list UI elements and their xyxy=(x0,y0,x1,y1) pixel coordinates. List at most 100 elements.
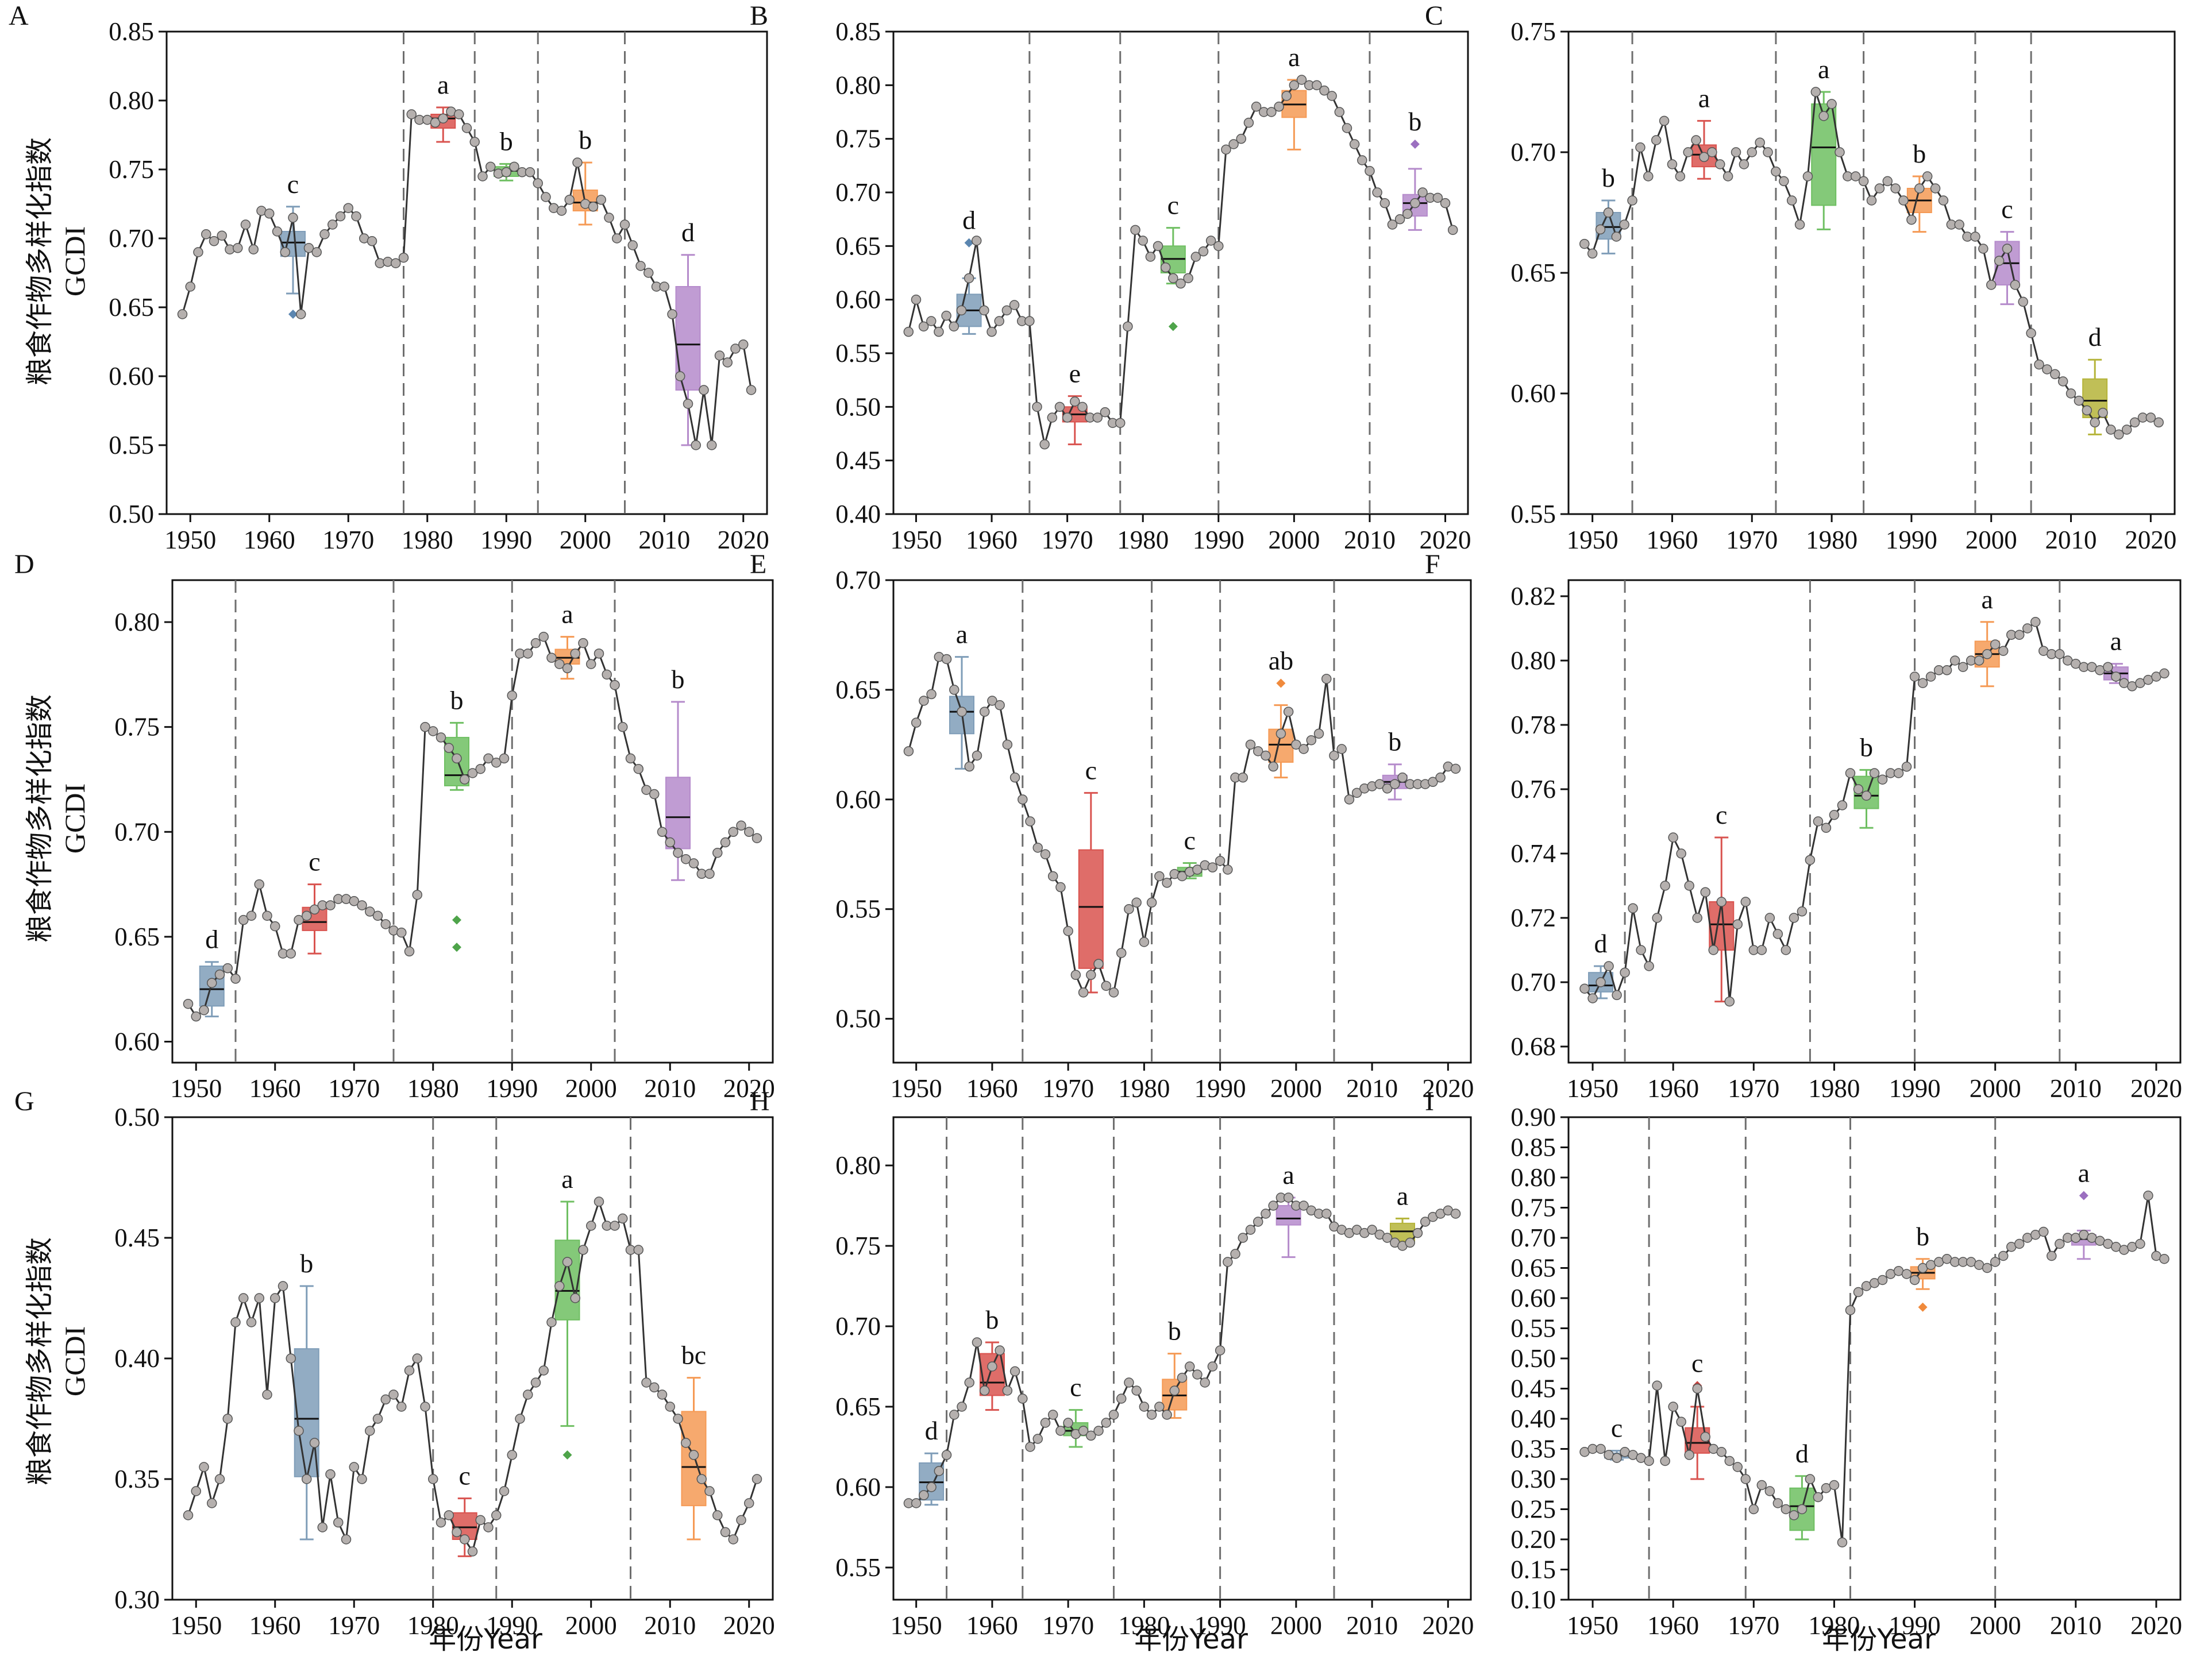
y-tick-label: 0.65 xyxy=(835,675,881,704)
significance-letter: d xyxy=(1795,1439,1809,1468)
data-point xyxy=(454,109,464,119)
data-point xyxy=(1291,739,1301,750)
y-tick-label: 0.70 xyxy=(835,178,881,207)
data-point xyxy=(1998,646,2009,656)
data-point xyxy=(294,914,304,925)
y-tick-label: 0.78 xyxy=(1510,711,1556,739)
panel-label: A xyxy=(9,1,29,31)
y-tick-label: 0.60 xyxy=(835,785,881,814)
data-point xyxy=(588,202,599,212)
data-point xyxy=(309,1438,320,1448)
data-point xyxy=(1764,913,1775,923)
data-point xyxy=(509,161,519,172)
data-point xyxy=(1131,897,1142,908)
data-point xyxy=(1699,152,1709,163)
data-point xyxy=(1925,671,1936,682)
data-point xyxy=(1861,790,1872,801)
data-point xyxy=(541,192,551,202)
significance-letter: d xyxy=(2088,322,2102,352)
x-tick-label: 1990 xyxy=(1193,526,1244,554)
data-point xyxy=(1447,225,1458,236)
data-point xyxy=(460,1534,470,1545)
data-point xyxy=(199,1005,209,1016)
data-point xyxy=(246,910,257,921)
data-point xyxy=(1319,85,1329,96)
significance-letter: c xyxy=(309,847,320,877)
x-tick-label: 2000 xyxy=(565,1611,617,1640)
data-point xyxy=(1410,198,1420,209)
data-point xyxy=(1802,171,1813,182)
x-tick-label: 1950 xyxy=(1567,1074,1618,1103)
data-point xyxy=(1168,273,1178,284)
data-point xyxy=(619,219,630,230)
y-tick-label: 0.75 xyxy=(109,155,154,184)
data-point xyxy=(1771,166,1781,177)
data-point xyxy=(1002,1385,1013,1396)
data-point xyxy=(1245,739,1256,750)
data-point xyxy=(1772,929,1783,939)
data-point xyxy=(657,1389,668,1400)
data-point xyxy=(1850,171,1861,182)
data-point xyxy=(1740,897,1751,907)
series-markers xyxy=(903,651,1461,998)
data-point xyxy=(523,1389,533,1400)
data-point xyxy=(1321,674,1332,684)
data-point xyxy=(1063,1418,1073,1428)
data-point xyxy=(1692,1383,1702,1394)
data-point xyxy=(319,229,330,240)
data-point xyxy=(1162,1410,1172,1420)
data-point xyxy=(1684,881,1694,891)
data-point xyxy=(1177,871,1188,882)
data-point xyxy=(507,690,517,701)
data-point xyxy=(317,1522,327,1532)
x-tick-label: 2010 xyxy=(638,526,690,554)
data-point xyxy=(1207,1361,1218,1372)
data-point xyxy=(525,167,535,177)
data-point xyxy=(523,648,533,659)
data-point xyxy=(475,1515,485,1526)
data-point xyxy=(667,309,677,319)
data-point xyxy=(986,326,997,337)
boxplot-purple: b xyxy=(665,665,691,881)
data-point xyxy=(1018,1393,1028,1404)
data-point xyxy=(1405,1237,1415,1248)
data-point xyxy=(1001,305,1012,316)
data-point xyxy=(1676,1416,1686,1427)
data-point xyxy=(1428,777,1438,787)
data-point xyxy=(469,137,480,147)
data-point xyxy=(1357,155,1367,165)
data-point xyxy=(1587,993,1598,1003)
data-point xyxy=(1644,961,1654,971)
data-point xyxy=(957,1402,967,1412)
data-point xyxy=(294,1426,304,1436)
data-point xyxy=(618,721,628,732)
data-point xyxy=(618,1213,628,1224)
data-point xyxy=(483,1522,494,1532)
data-point xyxy=(1040,849,1051,860)
data-point xyxy=(530,638,541,648)
data-point xyxy=(391,258,401,268)
x-tick-label: 1990 xyxy=(486,1074,538,1103)
data-point xyxy=(941,1450,952,1460)
data-point xyxy=(1676,848,1686,859)
data-point xyxy=(1009,772,1020,783)
x-tick-label: 1960 xyxy=(1647,1074,1699,1103)
data-point xyxy=(270,1293,280,1303)
data-point xyxy=(570,648,580,659)
data-point xyxy=(1092,412,1103,423)
data-point xyxy=(1877,774,1888,785)
data-point xyxy=(1805,1474,1816,1484)
data-point xyxy=(1858,176,1869,187)
data-point xyxy=(1994,256,2005,266)
y-tick-label: 0.75 xyxy=(1510,17,1556,46)
data-point xyxy=(1660,1456,1670,1466)
panel-b: B 0.40 0.45 0.50 0.55 0.60 0.65 0.70 0.75 0.80 0.8… xyxy=(750,1,1471,554)
data-point xyxy=(444,1510,454,1520)
data-point xyxy=(280,247,290,257)
y-tick-label: 0.55 xyxy=(1510,500,1556,528)
data-point xyxy=(2055,1238,2065,1249)
boxplot-red: c xyxy=(302,847,327,955)
data-point xyxy=(2135,1238,2145,1249)
y-tick-label: 0.80 xyxy=(835,71,881,99)
